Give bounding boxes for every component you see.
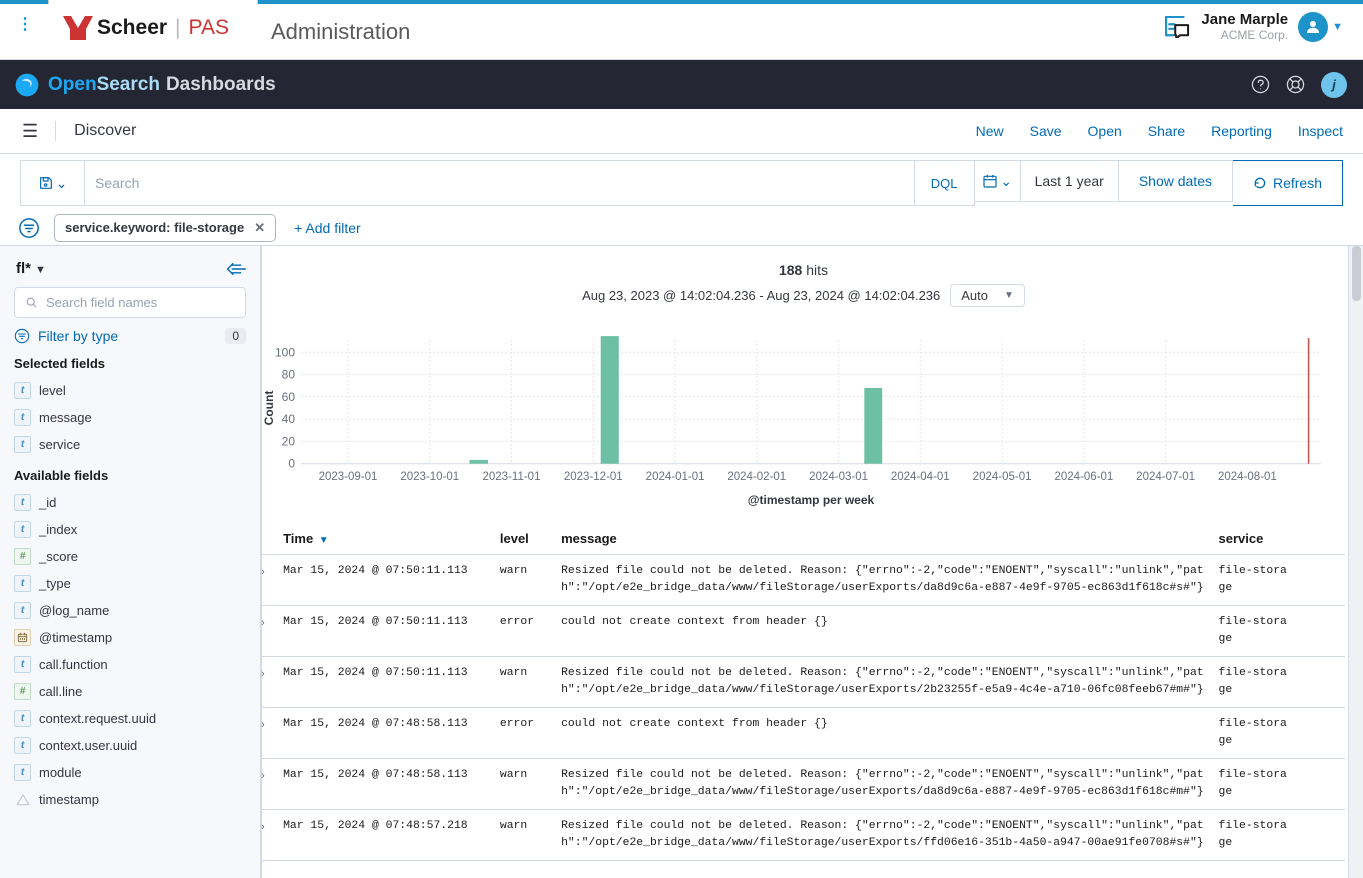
svg-text:2023-10-01: 2023-10-01: [400, 471, 459, 483]
svg-text:Count: Count: [262, 391, 276, 426]
svg-text:2024-03-01: 2024-03-01: [809, 471, 868, 483]
svg-text:60: 60: [282, 390, 296, 404]
svg-text:2024-06-01: 2024-06-01: [1054, 471, 1113, 483]
svg-text:80: 80: [282, 368, 296, 382]
svg-text:2023-12-01: 2023-12-01: [564, 471, 623, 483]
svg-text:2023-09-01: 2023-09-01: [319, 471, 378, 483]
svg-text:2024-01-01: 2024-01-01: [646, 471, 705, 483]
svg-text:100: 100: [275, 345, 295, 359]
svg-text:2024-05-01: 2024-05-01: [973, 471, 1032, 483]
svg-text:2024-02-01: 2024-02-01: [727, 471, 786, 483]
svg-text:0: 0: [288, 457, 295, 471]
svg-text:@timestamp per week: @timestamp per week: [748, 493, 875, 507]
svg-text:2024-04-01: 2024-04-01: [891, 471, 950, 483]
svg-text:2024-08-01: 2024-08-01: [1218, 471, 1277, 483]
svg-text:40: 40: [282, 412, 296, 426]
svg-text:2023-11-01: 2023-11-01: [483, 471, 541, 483]
svg-text:2024-07-01: 2024-07-01: [1136, 471, 1195, 483]
svg-text:20: 20: [282, 434, 296, 448]
